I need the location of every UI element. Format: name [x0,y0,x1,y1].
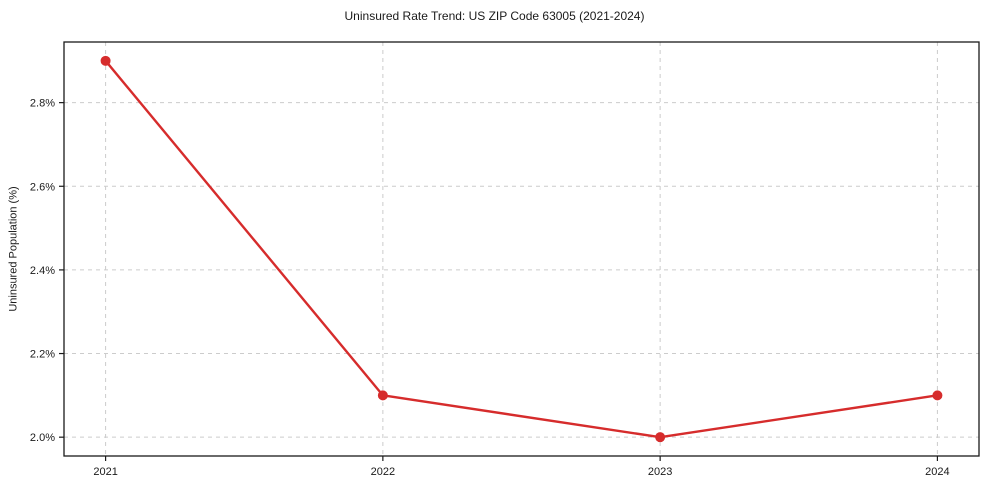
x-tick-label: 2024 [925,466,949,478]
data-point-marker [377,390,388,401]
x-tick-label: 2023 [648,466,672,478]
y-tick-label: 2.4% [30,265,55,277]
chart-title: Uninsured Rate Trend: US ZIP Code 63005 … [344,9,645,23]
trend-line [104,59,939,439]
axes-spines [63,41,980,457]
data-point-marker [932,390,943,401]
y-tick-label: 2.0% [30,432,55,444]
x-tick-label: 2021 [93,466,117,478]
y-tick-label: 2.6% [30,181,55,193]
data-point-marker [100,55,111,66]
data-point-marker [655,432,666,443]
y-tick-label: 2.8% [30,98,55,110]
y-tick-label: 2.2% [30,349,55,361]
x-tick-label: 2022 [371,466,395,478]
